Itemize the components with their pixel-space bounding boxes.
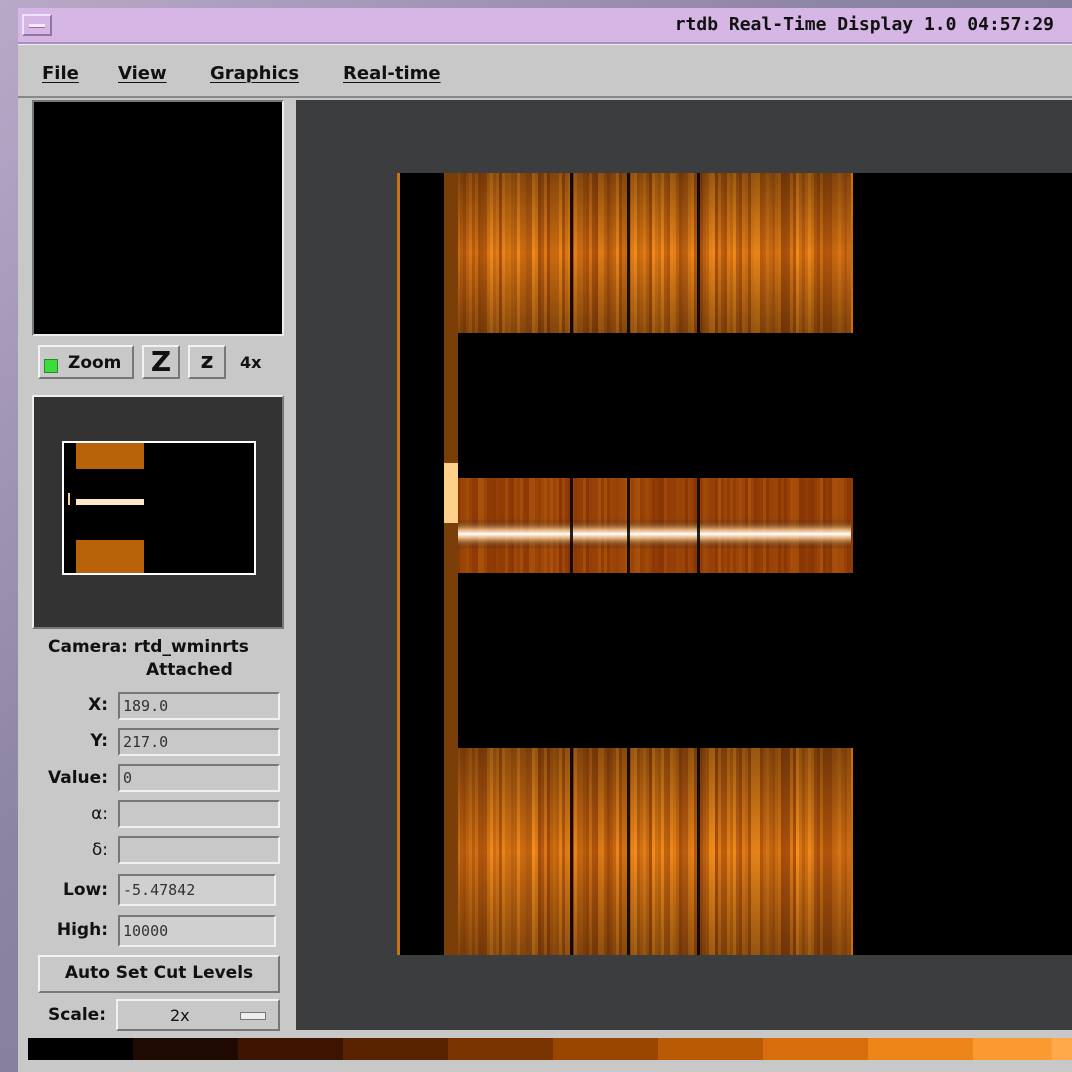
colormap-cell	[631, 1038, 659, 1060]
image-display-area[interactable]	[296, 100, 1072, 1030]
control-panel: Zoom Z z 4x Camera: rtd_wminrts Attached…	[18, 100, 294, 1031]
x-field: 189.0	[118, 692, 280, 720]
colormap-cell	[999, 1038, 1027, 1060]
colormap-cell	[500, 1038, 528, 1060]
colormap-cell	[868, 1038, 896, 1060]
y-field: 217.0	[118, 728, 280, 756]
main-window: rtdb Real-Time Display 1.0 04:57:29 File…	[18, 8, 1072, 1072]
colormap-cell	[553, 1038, 581, 1060]
scale-value: 2x	[170, 1006, 190, 1025]
colormap-cell	[1051, 1038, 1072, 1060]
alpha-label: α:	[91, 804, 108, 824]
colormap-cell	[290, 1038, 318, 1060]
colormap-cell	[710, 1038, 738, 1060]
window-menu-icon	[29, 24, 45, 28]
low-input[interactable]: -5.47842	[118, 874, 276, 906]
zoom-out-button[interactable]: z	[188, 345, 226, 379]
colormap-cell	[238, 1038, 266, 1060]
colormap-cell	[946, 1038, 974, 1060]
colormap-cell	[54, 1038, 82, 1060]
window-title: rtdb Real-Time Display 1.0 04:57:29	[674, 14, 1054, 35]
zoom-in-button[interactable]: Z	[142, 345, 180, 379]
colormap-cell	[159, 1038, 187, 1060]
value-label: Value:	[48, 768, 108, 788]
colormap-cell	[369, 1038, 397, 1060]
zoom-toggle-button[interactable]: Zoom	[38, 345, 134, 379]
pan-view[interactable]	[32, 395, 284, 629]
colormap-bar[interactable]	[28, 1038, 1072, 1060]
colormap-cell	[894, 1038, 922, 1060]
menu-graphics[interactable]: Graphics	[210, 63, 300, 84]
colormap-cell	[80, 1038, 108, 1060]
title-bar[interactable]: rtdb Real-Time Display 1.0 04:57:29	[18, 8, 1072, 44]
colormap-cell	[736, 1038, 764, 1060]
zoom-factor: 4x	[240, 353, 262, 372]
colormap-cell	[211, 1038, 239, 1060]
colormap-cell	[28, 1038, 56, 1060]
auto-set-cut-levels-button[interactable]: Auto Set Cut Levels	[38, 955, 280, 993]
high-input[interactable]: 10000	[118, 915, 276, 947]
colormap-cell	[763, 1038, 791, 1060]
camera-label: Camera: rtd_wminrts	[48, 637, 249, 657]
zoom-indicator-light	[44, 359, 58, 373]
value-field: 0	[118, 764, 280, 792]
colormap-cell	[526, 1038, 554, 1060]
colormap-cell	[421, 1038, 449, 1060]
colormap-cell	[658, 1038, 686, 1060]
colormap-cell	[684, 1038, 712, 1060]
delta-label: δ:	[91, 840, 108, 860]
colormap-cell	[316, 1038, 344, 1060]
colormap-cell	[185, 1038, 213, 1060]
colormap-cell	[815, 1038, 843, 1060]
menu-view[interactable]: View	[118, 63, 167, 84]
colormap-cell	[395, 1038, 423, 1060]
colormap-cell	[841, 1038, 869, 1060]
low-label: Low:	[62, 880, 108, 900]
zoom-toggle-label: Zoom	[68, 353, 122, 373]
colormap-cell	[448, 1038, 476, 1060]
x-label: X:	[88, 695, 108, 715]
colormap-cell	[474, 1038, 502, 1060]
colormap-cell	[605, 1038, 633, 1060]
colormap-cell	[973, 1038, 1001, 1060]
pan-frame[interactable]	[62, 441, 256, 575]
scale-label: Scale:	[48, 1005, 106, 1025]
window-menu-button[interactable]	[22, 14, 52, 36]
colormap-cells	[28, 1038, 1072, 1060]
option-menu-indicator-icon	[240, 1012, 266, 1020]
menu-file[interactable]: File	[42, 63, 79, 84]
high-label: High:	[56, 920, 108, 940]
camera-status: Attached	[146, 660, 233, 680]
colormap-cell	[106, 1038, 134, 1060]
colormap-cell	[264, 1038, 292, 1060]
menu-bar: File View Graphics Real-time	[18, 44, 1072, 98]
pan-thumbnail	[64, 443, 254, 573]
alpha-field	[118, 800, 280, 828]
colormap-cell	[789, 1038, 817, 1060]
scale-select[interactable]: 2x	[116, 999, 280, 1031]
delta-field	[118, 836, 280, 864]
y-label: Y:	[90, 731, 108, 751]
colormap-cell	[343, 1038, 371, 1060]
zoom-view	[32, 100, 284, 336]
colormap-cell	[920, 1038, 948, 1060]
colormap-cell	[1025, 1038, 1053, 1060]
image-canvas[interactable]	[397, 173, 1072, 955]
menu-real-time[interactable]: Real-time	[343, 63, 441, 84]
colormap-cell	[133, 1038, 161, 1060]
colormap-cell	[579, 1038, 607, 1060]
